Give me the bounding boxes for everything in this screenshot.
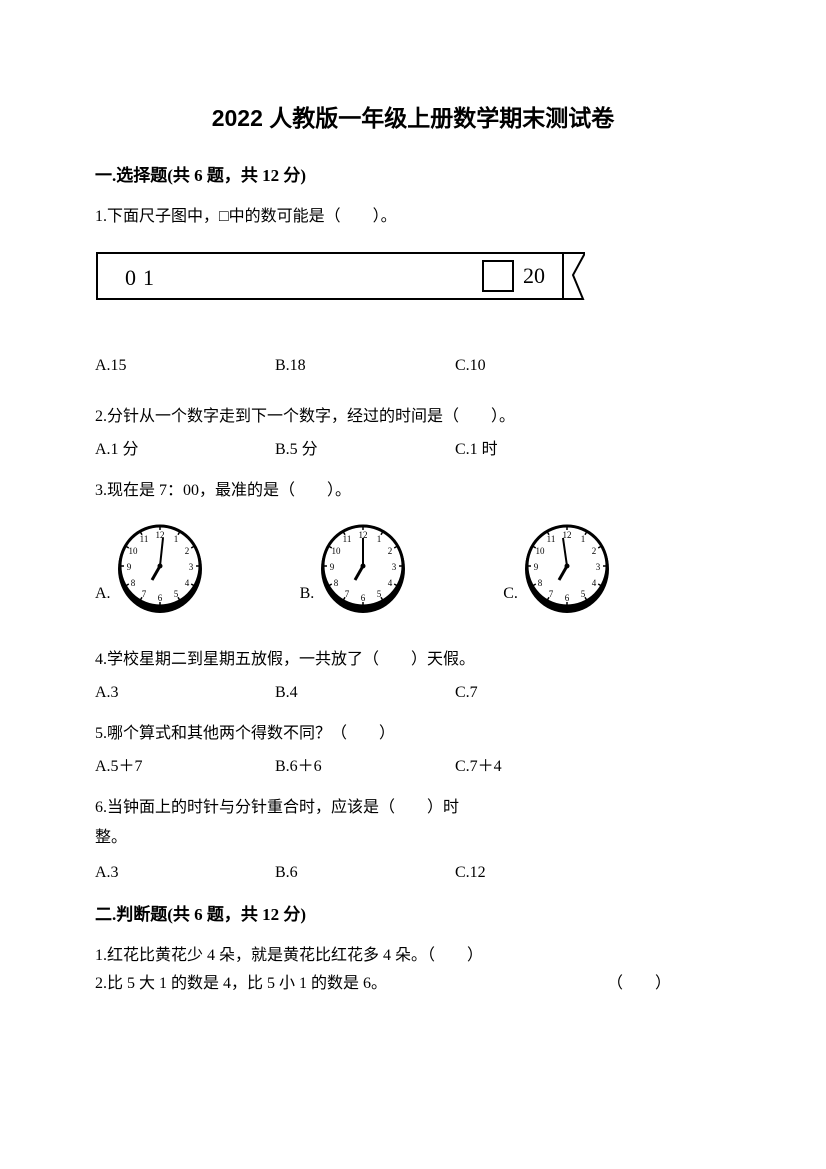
question-5: 5.哪个算式和其他两个得数不同？（ ） A.5＋7 B.6＋6 C.7＋4 bbox=[95, 721, 731, 780]
svg-text:1: 1 bbox=[377, 534, 382, 544]
q3-clock-a[interactable]: A. 1212 345 678 91011 bbox=[95, 522, 205, 617]
clock-a-icon: 1212 345 678 91011 bbox=[115, 522, 205, 617]
ruler-label-20: 20 bbox=[523, 263, 545, 288]
svg-text:4: 4 bbox=[184, 578, 189, 588]
ruler-box bbox=[483, 261, 513, 291]
q4-opt-c[interactable]: C.7 bbox=[455, 680, 635, 706]
clock-c-icon: 1212 345 678 91011 bbox=[522, 522, 612, 617]
judge-q1-text: 1.红花比黄花少 4 朵，就是黄花比红花多 4 朵。（ ） bbox=[95, 943, 483, 969]
q2-opt-b[interactable]: B.5 分 bbox=[275, 437, 455, 463]
svg-text:2: 2 bbox=[592, 546, 597, 556]
ruler-label-1: 1 bbox=[143, 265, 154, 290]
q3-text: 3.现在是 7：00，最准的是（ ）。 bbox=[95, 478, 731, 504]
q4-options: A.3 B.4 C.7 bbox=[95, 680, 731, 706]
q5-text: 5.哪个算式和其他两个得数不同？（ ） bbox=[95, 721, 731, 747]
q1-options: A.15 B.18 C.10 bbox=[95, 353, 731, 379]
svg-text:1: 1 bbox=[173, 534, 178, 544]
judge-q2-text: 2.比 5 大 1 的数是 4，比 5 小 1 的数是 6。 bbox=[95, 971, 387, 997]
q5-opt-c[interactable]: C.7＋4 bbox=[455, 754, 635, 780]
q6-opt-a[interactable]: A.3 bbox=[95, 860, 275, 886]
section1-header: 一.选择题(共 6 题，共 12 分) bbox=[95, 162, 731, 189]
svg-text:11: 11 bbox=[547, 534, 556, 544]
q5-options: A.5＋7 B.6＋6 C.7＋4 bbox=[95, 754, 731, 780]
q2-options: A.1 分 B.5 分 C.1 时 bbox=[95, 437, 731, 463]
judge-q2: 2.比 5 大 1 的数是 4，比 5 小 1 的数是 6。 （ ） bbox=[95, 971, 731, 997]
q4-opt-a[interactable]: A.3 bbox=[95, 680, 275, 706]
svg-text:3: 3 bbox=[596, 562, 601, 572]
svg-text:3: 3 bbox=[188, 562, 193, 572]
q1-ruler: 0 1 20 bbox=[95, 245, 731, 324]
svg-text:6: 6 bbox=[157, 593, 162, 603]
q5-opt-a[interactable]: A.5＋7 bbox=[95, 754, 275, 780]
q2-text: 2.分针从一个数字走到下一个数字，经过的时间是（ ）。 bbox=[95, 404, 731, 430]
q3-opt-c-label: C. bbox=[503, 581, 518, 617]
svg-text:9: 9 bbox=[330, 562, 335, 572]
page-title: 2022 人教版一年级上册数学期末测试卷 bbox=[95, 100, 731, 137]
q1-opt-c[interactable]: C.10 bbox=[455, 353, 635, 379]
q1-opt-a[interactable]: A.15 bbox=[95, 353, 275, 379]
ruler-svg: 0 1 20 bbox=[95, 245, 585, 315]
svg-text:6: 6 bbox=[361, 593, 366, 603]
q2-opt-c[interactable]: C.1 时 bbox=[455, 437, 635, 463]
question-4: 4.学校星期二到星期五放假，一共放了（ ）天假。 A.3 B.4 C.7 bbox=[95, 647, 731, 706]
q3-clock-c[interactable]: C. 1212 345 678 91011 bbox=[503, 522, 612, 617]
question-3: 3.现在是 7：00，最准的是（ ）。 A. 1212 345 678 9101… bbox=[95, 478, 731, 617]
q1-text: 1.下面尺子图中，□中的数可能是（ ）。 bbox=[95, 204, 731, 230]
q4-opt-b[interactable]: B.4 bbox=[275, 680, 455, 706]
svg-text:4: 4 bbox=[388, 578, 393, 588]
q6-text-line2: 整。 bbox=[95, 825, 731, 851]
svg-text:4: 4 bbox=[592, 578, 597, 588]
section2-header: 二.判断题(共 6 题，共 12 分) bbox=[95, 901, 731, 928]
svg-text:8: 8 bbox=[130, 578, 135, 588]
question-6: 6.当钟面上的时针与分针重合时，应该是（ ）时 整。 A.3 B.6 C.12 bbox=[95, 795, 731, 886]
question-1: 1.下面尺子图中，□中的数可能是（ ）。 0 1 20 A.15 B.18 C.… bbox=[95, 204, 731, 379]
svg-text:3: 3 bbox=[392, 562, 397, 572]
q1-opt-b[interactable]: B.18 bbox=[275, 353, 455, 379]
svg-text:9: 9 bbox=[534, 562, 539, 572]
judge-q1: 1.红花比黄花少 4 朵，就是黄花比红花多 4 朵。（ ） bbox=[95, 943, 731, 969]
svg-text:2: 2 bbox=[388, 546, 393, 556]
svg-text:11: 11 bbox=[343, 534, 352, 544]
question-2: 2.分针从一个数字走到下一个数字，经过的时间是（ ）。 A.1 分 B.5 分 … bbox=[95, 404, 731, 463]
svg-text:8: 8 bbox=[538, 578, 543, 588]
q6-opt-b[interactable]: B.6 bbox=[275, 860, 455, 886]
ruler-label-0: 0 bbox=[125, 265, 136, 290]
judge-q2-blank: （ ） bbox=[607, 971, 731, 997]
q6-text-line1: 6.当钟面上的时针与分针重合时，应该是（ ）时 bbox=[95, 795, 731, 821]
q2-opt-a[interactable]: A.1 分 bbox=[95, 437, 275, 463]
svg-text:6: 6 bbox=[565, 593, 570, 603]
q6-opt-c[interactable]: C.12 bbox=[455, 860, 635, 886]
q5-opt-b[interactable]: B.6＋6 bbox=[275, 754, 455, 780]
svg-text:1: 1 bbox=[581, 534, 586, 544]
q3-opt-a-label: A. bbox=[95, 581, 111, 617]
svg-text:11: 11 bbox=[139, 534, 148, 544]
q4-text: 4.学校星期二到星期五放假，一共放了（ ）天假。 bbox=[95, 647, 731, 673]
clock-b-icon: 1212 345 678 91011 bbox=[318, 522, 408, 617]
q6-options: A.3 B.6 C.12 bbox=[95, 860, 731, 886]
svg-text:9: 9 bbox=[126, 562, 131, 572]
q3-clock-b[interactable]: B. 1212 345 678 91011 bbox=[300, 522, 409, 617]
svg-text:10: 10 bbox=[535, 546, 545, 556]
svg-text:2: 2 bbox=[184, 546, 189, 556]
svg-text:8: 8 bbox=[334, 578, 339, 588]
svg-text:10: 10 bbox=[128, 546, 138, 556]
svg-text:10: 10 bbox=[332, 546, 342, 556]
q3-opt-b-label: B. bbox=[300, 581, 315, 617]
q3-options: A. 1212 345 678 91011 bbox=[95, 522, 731, 617]
